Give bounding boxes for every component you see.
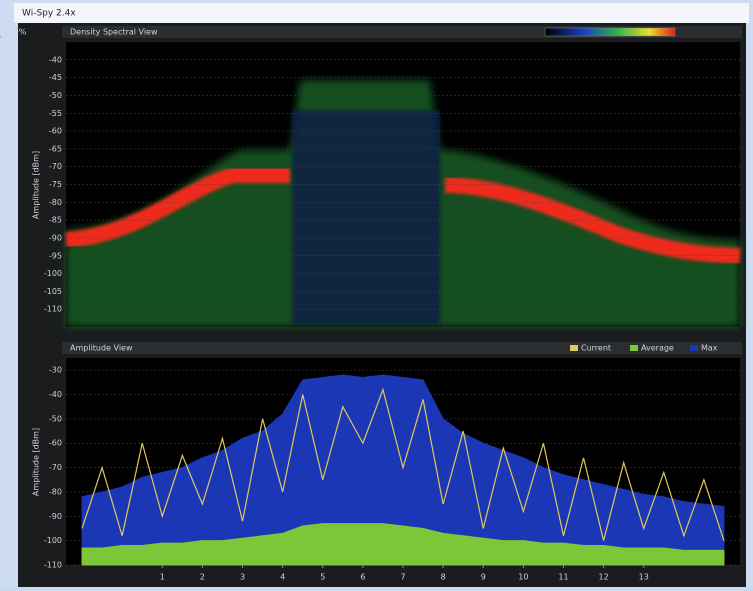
colorbar-label: 1.0%: [6, 28, 27, 37]
app-window: Wi-Spy 2.4x Density Spectral View Amplit…: [0, 0, 753, 587]
y-tick-label: -75: [49, 180, 62, 189]
x-tick-label: 9: [481, 573, 486, 582]
y-tick-label: -105: [44, 287, 62, 296]
window-title: Wi-Spy 2.4x: [22, 9, 76, 19]
panel-title: Density Spectral View: [70, 28, 158, 37]
y-tick-label: -30: [49, 366, 62, 375]
x-tick-label: 11: [558, 573, 568, 582]
panel-title: Amplitude View: [70, 344, 133, 353]
panel-header: [62, 342, 742, 354]
y-tick-label: -90: [49, 512, 62, 521]
y-tick-label: -55: [49, 109, 62, 118]
y-tick-label: -60: [49, 439, 62, 448]
title-bar: Wi-Spy 2.4x: [14, 3, 749, 23]
density-low: [292, 110, 440, 325]
y-tick-label: -100: [44, 269, 62, 278]
x-tick-label: 4: [280, 573, 285, 582]
y-tick-label: -90: [49, 233, 62, 242]
y-tick-label: -45: [49, 73, 62, 82]
y-tick-label: -40: [49, 390, 62, 399]
x-tick-label: 12: [599, 573, 609, 582]
y-axis-label: Amplitude [dBm]: [32, 428, 41, 496]
legend-label: Max: [701, 344, 718, 353]
y-tick-label: -80: [49, 487, 62, 496]
legend-swatch: [630, 345, 638, 351]
legend-label: Average: [641, 344, 674, 353]
y-tick-label: -40: [49, 55, 62, 64]
legend-swatch: [570, 345, 578, 351]
x-tick-label: 6: [360, 573, 365, 582]
y-tick-label: -50: [49, 414, 62, 423]
y-tick-label: -70: [49, 463, 62, 472]
y-tick-label: -100: [44, 536, 62, 545]
x-tick-label: 10: [518, 573, 528, 582]
y-tick-label: -80: [49, 198, 62, 207]
y-tick-label: -65: [49, 144, 62, 153]
x-tick-label: 8: [441, 573, 446, 582]
x-tick-label: 5: [320, 573, 325, 582]
y-tick-label: -110: [44, 305, 62, 314]
y-tick-label: -70: [49, 162, 62, 171]
y-tick-label: -95: [49, 251, 62, 260]
x-tick-label: 1: [160, 573, 165, 582]
x-tick-label: 2: [200, 573, 205, 582]
y-tick-label: -110: [44, 561, 62, 570]
x-tick-label: 7: [400, 573, 405, 582]
title-bar-bg: [14, 3, 749, 23]
y-tick-label: -60: [49, 127, 62, 136]
colorbar: [545, 28, 675, 36]
legend-swatch: [690, 345, 698, 351]
x-tick-label: 3: [240, 573, 245, 582]
page: Wi-Spy 2.4x Density Spectral View Amplit…: [0, 0, 753, 587]
y-axis-label: Amplitude [dBm]: [32, 151, 41, 219]
x-tick-label: 13: [639, 573, 649, 582]
y-tick-label: -85: [49, 216, 62, 225]
legend-label: Current: [581, 344, 611, 353]
y-tick-label: -50: [49, 91, 62, 100]
